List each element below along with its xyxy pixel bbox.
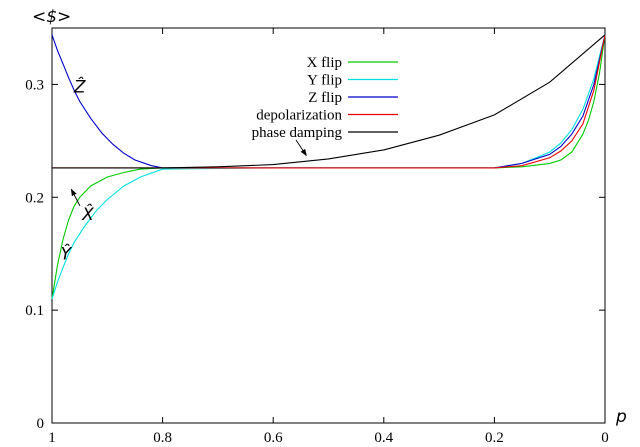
y-tick-label: 0.2: [25, 190, 44, 206]
axis-ticks: 1 0.8 0.6 0.4 0.2 0 0 0.1 0.2 0.3: [25, 28, 609, 446]
annotation-label: X̂: [81, 204, 94, 225]
plot-frame: [51, 27, 606, 424]
x-tick-label: 0.4: [374, 430, 393, 446]
legend-label: X flip: [307, 55, 342, 71]
x-axis-label: p: [615, 407, 627, 427]
x-tick-label: 0.8: [153, 430, 172, 446]
legend-label: depolarization: [256, 108, 342, 124]
annotation-label: Ŷ: [61, 242, 73, 264]
y-axis-label: <$>: [32, 7, 71, 27]
legend-label: Y flip: [307, 73, 342, 89]
x-tick-label: 0: [601, 430, 609, 446]
annotation-arrow: [295, 139, 307, 157]
annotation-arrow: [70, 188, 81, 207]
y-tick-label: 0.1: [25, 303, 44, 319]
y-tick-label: 0.3: [25, 77, 44, 93]
annotations: Ẑ X̂ Ŷ: [61, 75, 307, 264]
series-line-z-flip: [51, 34, 606, 169]
x-tick-label: 0.6: [264, 430, 283, 446]
series-group: [51, 34, 606, 300]
legend-label: phase damping: [252, 125, 343, 141]
legend-label: Z flip: [308, 90, 342, 106]
x-tick-label: 1: [48, 430, 56, 446]
series-line-depolarization: [52, 34, 606, 169]
series-line-phase-damping: [52, 34, 606, 169]
x-tick-label: 0.2: [485, 430, 504, 446]
plot-area: 1 0.8 0.6 0.4 0.2 0 0 0.1 0.2 0.3 Ẑ X̂ Ŷ: [25, 27, 609, 446]
y-tick-label: 0: [37, 416, 45, 432]
series-line-y-flip: [51, 34, 606, 300]
annotation-label: Ẑ: [73, 75, 86, 97]
